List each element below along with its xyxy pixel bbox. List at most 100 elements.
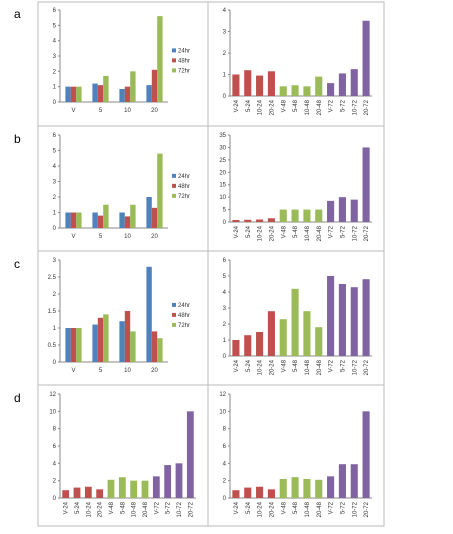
- y-tick-label: 1: [223, 73, 227, 79]
- bar: [362, 411, 370, 498]
- x-tick-label: 20-24: [269, 359, 275, 375]
- x-tick-label: 20-72: [364, 359, 370, 375]
- bar: [92, 212, 98, 228]
- y-tick-label: 4: [53, 39, 57, 45]
- y-tick-label: 6: [53, 133, 57, 139]
- x-tick-label: 10-48: [305, 359, 311, 375]
- panel-label: a: [14, 7, 21, 21]
- frame: [37, 1, 385, 527]
- bar: [103, 75, 109, 102]
- bar: [141, 480, 149, 498]
- x-tick-label: 20-48: [317, 99, 323, 115]
- y-tick-label: 2: [223, 479, 227, 485]
- legend-label: 72hr: [178, 68, 190, 74]
- x-tick-label: V-24: [234, 99, 240, 112]
- x-tick-label: V-48: [281, 359, 287, 372]
- y-tick-label: 0: [223, 496, 227, 502]
- bar: [97, 85, 104, 102]
- bar: [256, 332, 264, 356]
- bar: [256, 486, 264, 498]
- bar: [175, 463, 183, 498]
- bar: [244, 70, 252, 96]
- legend-label: 48hr: [178, 58, 190, 64]
- x-tick-label: 5-48: [293, 359, 299, 372]
- legend-swatch: [172, 68, 176, 73]
- x-tick-label: 10: [124, 234, 131, 240]
- legend-label: 24hr: [178, 174, 190, 180]
- x-tick-label: V-48: [281, 225, 287, 238]
- bar: [124, 86, 131, 102]
- bar: [130, 480, 138, 498]
- bar: [327, 83, 335, 96]
- x-tick-label: 20: [151, 368, 158, 374]
- legend-label: 24hr: [178, 48, 190, 54]
- x-tick-label: 5: [99, 108, 103, 114]
- legend-label: 24hr: [178, 303, 190, 309]
- bar: [315, 479, 323, 498]
- x-tick-label: 5-72: [340, 99, 346, 112]
- bar: [96, 489, 104, 498]
- x-tick-label: 5-48: [293, 225, 299, 238]
- x-tick-label: 20: [151, 234, 158, 240]
- legend-swatch: [172, 302, 176, 307]
- x-tick-label: 5-72: [340, 225, 346, 238]
- bar: [303, 209, 311, 222]
- x-tick-label: 20-72: [364, 99, 370, 115]
- x-tick-label: V-72: [154, 501, 160, 514]
- x-tick-label: 10-24: [258, 501, 264, 517]
- y-tick-label: 6: [223, 258, 227, 264]
- y-tick-label: 5: [53, 23, 57, 29]
- bar: [350, 287, 358, 356]
- bar: [186, 411, 194, 498]
- bar: [232, 340, 240, 356]
- bar: [279, 319, 287, 356]
- bar: [291, 477, 299, 498]
- bar: [146, 85, 152, 102]
- x-tick-label: V: [71, 234, 75, 240]
- bar: [119, 212, 125, 228]
- bar: [103, 204, 109, 228]
- bar: [92, 324, 98, 362]
- x-tick-label: V-72: [329, 99, 335, 112]
- bar: [84, 486, 92, 498]
- bar: [157, 16, 163, 103]
- bar: [76, 86, 82, 102]
- x-tick-label: 20-72: [188, 501, 194, 517]
- bar: [103, 314, 109, 362]
- legend-swatch: [172, 58, 176, 63]
- bar: [338, 73, 346, 96]
- bar: [65, 212, 71, 228]
- x-tick-label: 5-24: [246, 99, 252, 112]
- bar: [97, 317, 104, 362]
- bar: [62, 490, 70, 498]
- y-tick-label: 0: [223, 354, 227, 360]
- bar: [244, 487, 252, 498]
- legend-label: 48hr: [178, 313, 190, 319]
- x-tick-label: 20-48: [317, 225, 323, 241]
- y-tick-label: 0: [53, 496, 57, 502]
- x-tick-label: 10: [124, 108, 131, 114]
- bar: [315, 76, 323, 96]
- y-tick-label: 20: [219, 170, 226, 176]
- x-tick-label: 10-24: [258, 359, 264, 375]
- bar: [279, 478, 287, 498]
- x-tick-label: V-24: [234, 501, 240, 514]
- bar: [164, 465, 172, 498]
- y-tick-label: 2: [53, 69, 57, 75]
- bar: [256, 75, 264, 96]
- bar: [291, 288, 299, 356]
- x-tick-label: 20-72: [364, 501, 370, 517]
- x-tick-label: 10-48: [132, 501, 138, 517]
- y-tick-label: 12: [49, 392, 56, 398]
- legend-swatch: [172, 312, 176, 317]
- x-tick-label: 10-72: [352, 225, 358, 241]
- y-tick-label: 10: [219, 409, 226, 415]
- legend-swatch: [172, 173, 176, 178]
- legend-swatch: [172, 183, 176, 188]
- x-tick-label: 5: [99, 234, 103, 240]
- x-tick-label: 10-24: [258, 99, 264, 115]
- bar: [244, 219, 252, 222]
- y-tick-label: 12: [219, 392, 226, 398]
- y-tick-label: 4: [223, 290, 227, 296]
- bar: [130, 204, 136, 228]
